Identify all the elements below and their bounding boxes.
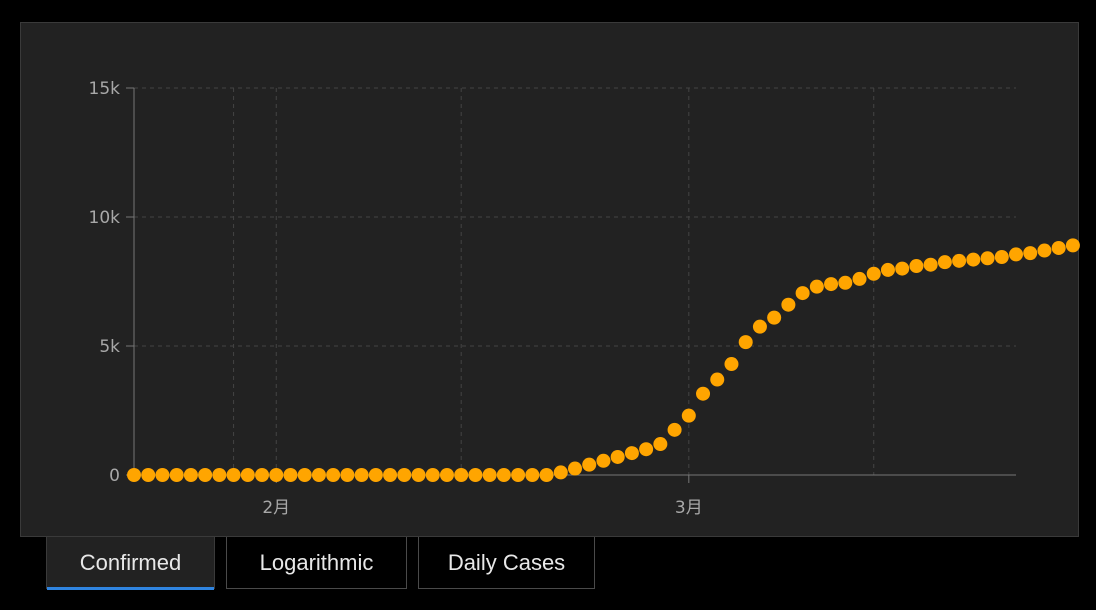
data-point xyxy=(439,468,454,482)
data-point xyxy=(141,468,156,482)
data-point xyxy=(895,261,910,276)
data-point xyxy=(1009,247,1023,262)
data-point xyxy=(482,468,497,482)
data-point xyxy=(781,297,796,312)
data-point xyxy=(496,468,511,482)
data-point xyxy=(724,357,739,372)
data-point xyxy=(1023,246,1038,261)
data-point xyxy=(738,335,753,350)
data-point xyxy=(696,386,711,401)
data-point xyxy=(610,449,625,464)
data-point xyxy=(866,266,881,281)
tick-labels: 0 5k 10k 15k 2月 3月 xyxy=(89,79,703,518)
data-point xyxy=(255,468,270,482)
data-point xyxy=(127,468,141,482)
data-point xyxy=(639,442,654,457)
x-tick-label: 3月 xyxy=(675,498,703,518)
data-point xyxy=(354,468,369,482)
data-point xyxy=(553,465,568,480)
data-point xyxy=(511,468,526,482)
data-point xyxy=(994,249,1009,264)
data-point xyxy=(1065,238,1080,253)
data-point xyxy=(795,286,810,301)
data-point xyxy=(454,468,469,482)
data-points xyxy=(127,238,1080,482)
data-point xyxy=(425,468,440,482)
data-point xyxy=(1037,243,1052,258)
data-point xyxy=(923,257,938,272)
data-point xyxy=(767,310,782,325)
data-point xyxy=(326,468,341,482)
data-point xyxy=(183,468,198,482)
data-point xyxy=(710,372,725,387)
data-point xyxy=(169,468,184,482)
data-point xyxy=(212,468,227,482)
tab-logarithmic[interactable]: Logarithmic xyxy=(226,537,407,589)
data-point xyxy=(1051,240,1066,255)
data-point xyxy=(340,468,355,482)
data-point xyxy=(624,446,639,461)
data-point xyxy=(283,468,298,482)
data-point xyxy=(824,277,839,292)
data-point xyxy=(411,468,426,482)
data-point xyxy=(582,457,597,472)
data-point xyxy=(539,468,554,482)
data-point xyxy=(667,422,682,437)
data-point xyxy=(980,251,995,266)
tab-daily-cases[interactable]: Daily Cases xyxy=(418,537,595,589)
data-point xyxy=(809,279,824,294)
data-point xyxy=(269,468,284,482)
data-point xyxy=(681,408,696,423)
confirmed-cases-chart: 0 5k 10k 15k 2月 3月 xyxy=(89,79,1080,518)
data-point xyxy=(568,461,582,476)
tab-confirmed[interactable]: Confirmed xyxy=(46,537,215,590)
data-point xyxy=(937,255,952,270)
data-point xyxy=(653,437,668,452)
data-point xyxy=(596,453,611,468)
data-point xyxy=(383,468,398,482)
data-point xyxy=(752,319,767,334)
data-point xyxy=(838,275,853,290)
data-point xyxy=(952,253,967,268)
data-point xyxy=(880,262,895,277)
data-point xyxy=(240,468,255,482)
data-point xyxy=(966,252,981,267)
data-point xyxy=(297,468,312,482)
data-point xyxy=(525,468,540,482)
data-point xyxy=(397,468,412,482)
axes xyxy=(126,87,1016,483)
data-point xyxy=(852,271,867,286)
data-point xyxy=(468,468,483,482)
grid xyxy=(134,87,1016,475)
data-point xyxy=(198,468,213,482)
data-point xyxy=(155,468,170,482)
chart-panel: 0 5k 10k 15k 2月 3月 xyxy=(20,22,1080,537)
data-point xyxy=(311,468,326,482)
data-point xyxy=(909,259,924,274)
data-point xyxy=(226,468,241,482)
y-tick-label: 0 xyxy=(109,466,120,486)
x-tick-label: 2月 xyxy=(262,498,290,518)
y-tick-label: 15k xyxy=(89,79,121,99)
y-tick-label: 10k xyxy=(89,208,121,228)
y-tick-label: 5k xyxy=(99,337,120,357)
data-point xyxy=(368,468,383,482)
